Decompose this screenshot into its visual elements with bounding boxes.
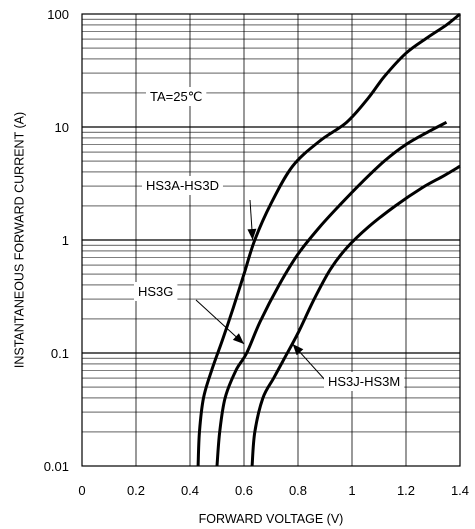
x-tick-label: 1 <box>348 483 355 498</box>
x-tick-label: 0.2 <box>127 483 145 498</box>
x-axis-title: FORWARD VOLTAGE (V) <box>199 512 344 526</box>
annotation-label: HS3A-HS3D <box>146 178 219 193</box>
series-line-3 <box>250 164 461 467</box>
y-tick-label: 100 <box>47 7 69 22</box>
series-line-1 <box>196 12 461 467</box>
annotation-label-background <box>146 87 207 106</box>
x-tick-label: 0.4 <box>181 483 199 498</box>
series-line-2 <box>215 120 448 467</box>
annotation-label-background <box>324 372 405 391</box>
tick-layer: 0 0.2 0.4 0.6 0.8 1 1.2 1.4 0.01 0.1 1 10 100 <box>44 7 469 498</box>
annotation-arrowhead <box>232 333 244 345</box>
x-tick-label: 0 <box>78 483 85 498</box>
annotation-layer: TA=25℃ HS3A-HS3D HS3G HS3J-HS3M <box>134 87 405 391</box>
x-tick-label: 1.4 <box>451 483 469 498</box>
y-axis-title: INSTANTANEOUS FORWARD CURRENT (A) <box>12 112 26 368</box>
y-tick-label: 1 <box>62 233 69 248</box>
annotation-label: TA=25℃ <box>150 89 202 104</box>
grid-layer <box>81 13 461 467</box>
axis-title-layer: FORWARD VOLTAGE (V) INSTANTANEOUS FORWAR… <box>12 112 343 526</box>
y-tick-label: 10 <box>55 120 69 135</box>
x-tick-label: 1.2 <box>397 483 415 498</box>
x-tick-label: 0.6 <box>235 483 253 498</box>
annotation-label: HS3J-HS3M <box>328 374 400 389</box>
curve-layer <box>196 12 461 467</box>
annotation-label: HS3G <box>138 284 173 299</box>
annotation-label-background <box>142 176 223 195</box>
x-tick-label: 0.8 <box>289 483 307 498</box>
annotation-label-background <box>134 282 178 301</box>
annotation-arrowhead <box>292 344 304 356</box>
annotation-arrowhead <box>247 228 257 240</box>
y-tick-label: 0.01 <box>44 459 69 474</box>
y-tick-label: 0.1 <box>51 346 69 361</box>
